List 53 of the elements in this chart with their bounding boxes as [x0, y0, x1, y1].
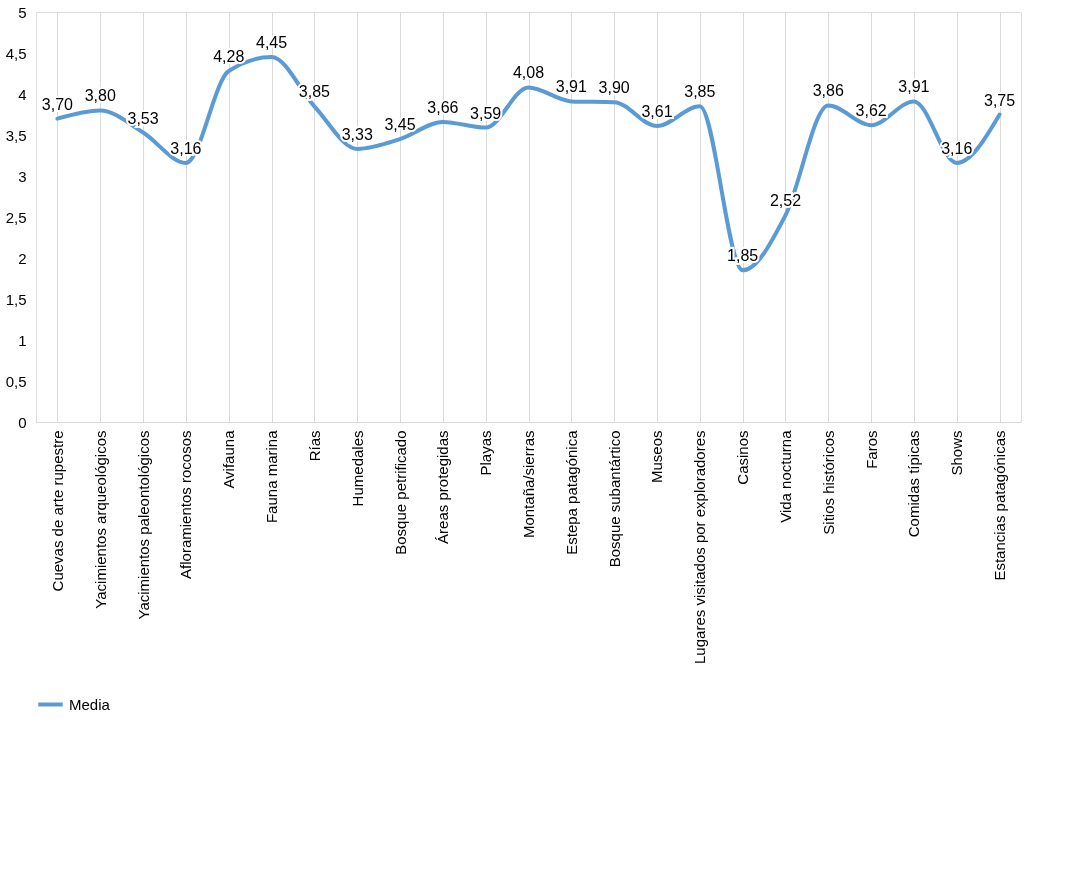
legend-label: Media	[69, 695, 111, 713]
y-tick-label: 0,5	[5, 372, 27, 390]
x-tick-label: Estancias patagónicas	[991, 430, 1009, 581]
y-tick-label: 1	[18, 331, 27, 349]
y-tick-label: 5	[18, 3, 27, 21]
y-tick-label: 3,5	[5, 126, 27, 144]
data-label: 3,90	[598, 79, 630, 97]
x-tick-label: Vida nocturna	[776, 429, 794, 523]
data-label: 3,80	[84, 87, 116, 105]
y-tick-label: 0	[18, 413, 27, 431]
x-tick-label: Yacimientos arqueológicos	[91, 430, 109, 609]
y-tick-label: 4,5	[5, 44, 27, 62]
x-tick-label: Fauna marina	[263, 429, 281, 524]
x-tick-label: Humedales	[348, 430, 366, 507]
y-tick-label: 1,5	[5, 290, 27, 308]
x-tick-label: Afloramientos rocosos	[177, 430, 195, 579]
data-label: 3,70	[41, 95, 74, 113]
data-label: 3,62	[855, 102, 887, 120]
x-tick-label: Yacimientos paleontológicos	[134, 430, 152, 620]
data-label: 4,45	[255, 34, 288, 52]
x-tick-label: Avifauna	[220, 429, 238, 489]
data-label: 3,53	[127, 109, 159, 127]
x-tick-label: Comidas típicas	[905, 430, 923, 538]
x-tick-label: Áreas protegidas	[434, 430, 452, 544]
x-tick-label: Bosque petrificado	[391, 430, 409, 555]
y-tick-label: 4	[18, 85, 27, 103]
x-tick-label: Lugares visitados por exploradores	[691, 430, 709, 664]
data-label: 3,66	[427, 98, 459, 116]
y-tick-label: 2	[18, 249, 27, 267]
x-tick-label: Bosque subantártico	[605, 430, 623, 568]
data-label: 3,59	[470, 104, 502, 122]
x-tick-label: Museos	[648, 430, 666, 484]
y-tick-label: 2,5	[5, 208, 27, 226]
x-tick-label: Cuevas de arte rupestre	[48, 430, 66, 592]
y-tick-label: 3	[18, 167, 27, 185]
x-tick-label: Rías	[305, 430, 323, 462]
data-label: 3,75	[984, 91, 1016, 109]
x-tick-label: Casinos	[734, 430, 752, 485]
data-label: 3,91	[555, 78, 587, 96]
x-tick-label: Montaña/sierras	[520, 430, 537, 539]
data-label: 3,91	[898, 78, 930, 96]
x-tick-label: Faros	[862, 430, 880, 469]
x-tick-label: Shows	[948, 430, 966, 476]
data-label: 3,85	[684, 83, 716, 101]
data-label: 3,61	[641, 102, 673, 120]
data-label: 3,86	[812, 82, 844, 100]
x-tick-label: Estepa patagónica	[562, 429, 580, 555]
data-label: 4,08	[512, 64, 545, 82]
x-tick-label: Sitios históricos	[819, 430, 837, 535]
x-tick-label: Playas	[477, 430, 495, 476]
data-label: 4,28	[213, 48, 245, 66]
data-label: 3,45	[384, 116, 416, 134]
data-label: 3,33	[341, 125, 373, 143]
